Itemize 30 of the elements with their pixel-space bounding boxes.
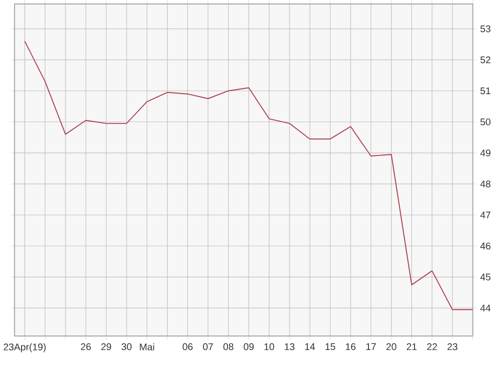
- x-tick-label: 08: [223, 343, 234, 350]
- x-tick-label: 20: [386, 343, 396, 350]
- y-tick-label: 53: [480, 25, 490, 32]
- y-tick-label: 45: [480, 274, 490, 280]
- x-tick-label: 21: [406, 343, 417, 350]
- x-tick-label: 23: [448, 343, 458, 350]
- x-tick-label: 07: [203, 343, 213, 350]
- y-tick-label: 48: [480, 180, 490, 188]
- x-tick-label: 15: [326, 343, 336, 350]
- x-tick-label: 13: [284, 343, 294, 350]
- y-tick-label: 49: [480, 150, 490, 156]
- x-tick-label: 26: [80, 343, 91, 350]
- y-tick-label: 46: [480, 242, 490, 250]
- x-tick-label: 29: [101, 343, 112, 350]
- y-tick-label: 44: [480, 304, 491, 312]
- x-tick-label: 30: [122, 343, 132, 350]
- x-tick-label: 10: [264, 343, 274, 350]
- y-tick-label: 50: [480, 118, 490, 126]
- x-tick-label: 16: [346, 343, 356, 350]
- x-tick-label: 17: [366, 343, 376, 350]
- x-tick-label: 09: [244, 343, 254, 350]
- x-tick-label: 23Apr(19): [4, 343, 46, 352]
- y-tick-label: 51: [480, 88, 490, 94]
- x-tick-label: 06: [182, 343, 193, 350]
- y-tick-label: 47: [480, 212, 490, 218]
- x-tick-label: Mai: [140, 343, 154, 350]
- x-tick-label: 14: [305, 343, 315, 350]
- x-tick-label: 22: [427, 343, 437, 350]
- line-series: [24, 40, 473, 310]
- y-tick-label: 52: [480, 56, 490, 64]
